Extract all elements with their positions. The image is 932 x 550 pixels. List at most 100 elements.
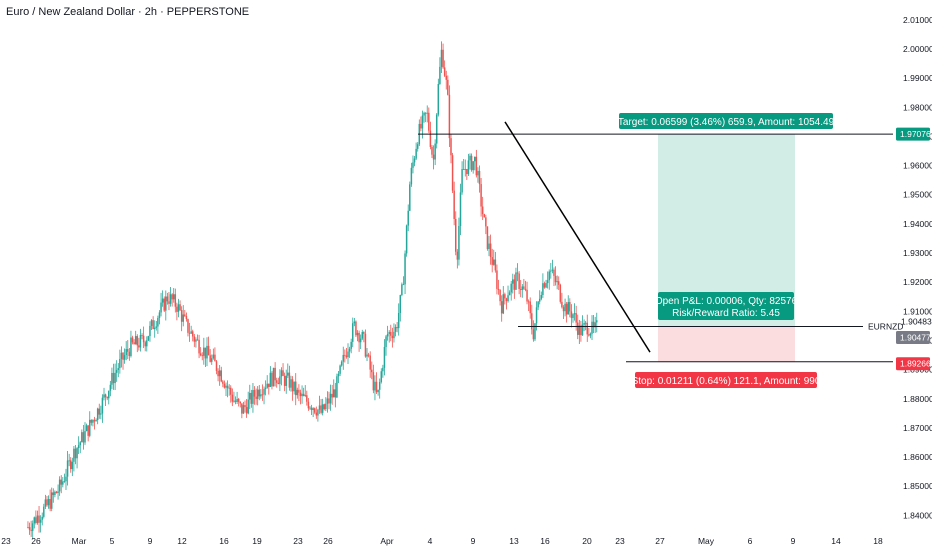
candle-body [125, 349, 127, 356]
candle-body [33, 517, 36, 524]
pnl-label-text: Risk/Reward Ratio: 5.45 [672, 308, 780, 319]
candle-body [92, 419, 94, 423]
pnl-label-text: Open P&L: 0.00006, Qty: 82576 [655, 296, 798, 307]
candle-body [486, 226, 489, 249]
candle-body [420, 123, 422, 129]
candle-body [141, 334, 143, 336]
candle-body [258, 389, 261, 397]
candle-body [304, 395, 306, 396]
candle-body [191, 331, 194, 337]
candle-body [466, 168, 468, 175]
candle-body [46, 499, 48, 506]
candle-body [364, 333, 367, 357]
candle-body [54, 491, 56, 496]
x-tick-label: 26 [323, 536, 333, 546]
candle-body [290, 379, 292, 388]
y-tick-label: 1.94000 [903, 219, 932, 229]
x-tick-label: Mar [72, 536, 87, 546]
candle-body [396, 327, 398, 329]
candle-body [439, 66, 441, 84]
last-price-tag: 1.90477 [900, 332, 931, 342]
candle-body [166, 296, 169, 302]
candle-body [313, 408, 316, 413]
candle-body [442, 49, 444, 68]
candle-body [120, 352, 123, 359]
candle-body [122, 352, 124, 360]
stop-label-box [635, 372, 817, 388]
candle-body [391, 335, 394, 339]
candle-body [41, 516, 43, 520]
candle-body [573, 313, 576, 315]
candle-body [225, 385, 227, 388]
candle-body [424, 112, 427, 114]
x-tick-label: 26 [31, 536, 41, 546]
candle-body [410, 167, 413, 185]
candle-body [572, 314, 574, 318]
candle-body [399, 295, 402, 314]
candle-body [256, 389, 259, 399]
x-tick-label: 9 [471, 536, 476, 546]
candle-body [545, 283, 547, 288]
candle-body [306, 395, 308, 402]
candle-body [85, 425, 88, 432]
candle-body [149, 325, 151, 337]
x-tick-label: 23 [615, 536, 625, 546]
candle-body [488, 243, 490, 249]
candle-body [74, 448, 77, 459]
candle-body [247, 399, 249, 414]
candle-body [217, 370, 219, 377]
candle-body [564, 303, 566, 312]
candle-body [133, 342, 135, 345]
candle-body [66, 460, 69, 477]
candle-body [508, 292, 511, 296]
candle-body [504, 294, 506, 299]
candle-body [363, 332, 365, 334]
candle-body [223, 383, 226, 388]
candle-body [277, 382, 280, 384]
candle-body [540, 294, 543, 299]
candle-body [475, 156, 478, 176]
target-label-box [619, 113, 833, 129]
candle-body [163, 298, 165, 311]
trendline[interactable] [504, 121, 651, 353]
candle-body [407, 210, 409, 226]
candle-body [458, 225, 460, 260]
candle-body [93, 419, 96, 422]
candle-body [459, 192, 462, 226]
pnl-label-box [658, 292, 794, 320]
candle-body [358, 332, 360, 343]
candle-body [575, 313, 577, 323]
candle-body [49, 498, 51, 509]
candle-body [146, 340, 148, 347]
candle-body [461, 169, 463, 193]
x-tick-label: 6 [748, 536, 753, 546]
candle-body [269, 372, 272, 387]
candle-body [260, 394, 262, 397]
candle-body [242, 405, 245, 414]
candle-body [293, 381, 295, 392]
candle-body [345, 355, 348, 358]
candle-body [546, 280, 549, 284]
candle-body [214, 354, 216, 362]
x-tick-label: 9 [148, 536, 153, 546]
target-label-text: Target: 0.06599 (3.46%) 659.9, Amount: 1… [618, 117, 835, 128]
candle-body [559, 284, 562, 302]
candle-body [90, 419, 93, 423]
candle-body [454, 218, 457, 252]
candle-body [423, 112, 425, 116]
candle-body [529, 301, 531, 314]
candle-body [557, 281, 560, 285]
candle-body [252, 390, 254, 404]
candle-body [489, 243, 492, 258]
candle-body [209, 355, 211, 362]
y-tick-label: 2.00000 [903, 44, 932, 54]
y-tick-label: 1.84000 [903, 510, 932, 520]
candle-body [43, 506, 45, 517]
candle-body [527, 301, 530, 303]
candle-body [440, 49, 443, 67]
y-tick-label: 1.91000 [903, 306, 932, 316]
candle-body [237, 398, 240, 402]
candle-body [336, 376, 338, 398]
symbol-label: EURNZD [868, 321, 903, 331]
